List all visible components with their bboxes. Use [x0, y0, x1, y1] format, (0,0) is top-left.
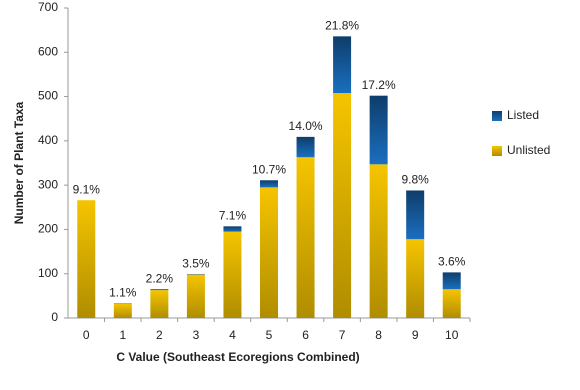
legend-label: Listed — [507, 108, 539, 122]
x-tick-label: 0 — [83, 328, 90, 342]
x-tick-label: 3 — [193, 328, 200, 342]
x-tick-label: 10 — [445, 328, 459, 342]
bar-segment — [406, 190, 425, 240]
bar-label: 21.8% — [325, 19, 359, 33]
bar-label: 1.1% — [109, 286, 137, 300]
bar-label: 14.0% — [289, 119, 323, 133]
y-tick-label: 300 — [38, 177, 58, 191]
bar-segment — [223, 231, 242, 318]
bar-segment — [406, 239, 425, 318]
bar-segment — [442, 289, 461, 318]
bar-label: 9.1% — [73, 182, 101, 196]
bar-segment — [260, 180, 278, 188]
bar-segment — [113, 303, 132, 318]
bar-segment — [260, 187, 278, 318]
x-axis-title: C Value (Southeast Ecoregions Combined) — [116, 350, 359, 364]
bar-segment — [150, 289, 169, 291]
y-tick-label: 0 — [51, 310, 58, 324]
bar-label: 2.2% — [146, 271, 174, 285]
y-tick-label: 400 — [38, 133, 58, 147]
bar-segment — [296, 157, 315, 318]
y-tick-label: 600 — [38, 44, 58, 58]
bar-segment — [150, 290, 169, 318]
bar-label: 10.7% — [252, 162, 286, 176]
y-axis-title: Number of Plant Taxa — [12, 101, 26, 224]
y-tick-label: 100 — [38, 266, 58, 280]
bar-segment — [333, 36, 352, 94]
legend-swatch — [492, 111, 502, 121]
bar-segment — [442, 272, 461, 290]
legend-swatch — [492, 146, 502, 156]
x-tick-label: 1 — [119, 328, 126, 342]
x-tick-label: 8 — [375, 328, 382, 342]
bar-segment — [333, 93, 352, 319]
x-tick-label: 2 — [156, 328, 163, 342]
y-tick-label: 200 — [38, 222, 58, 236]
bar-segment — [223, 226, 242, 232]
x-tick-label: 4 — [229, 328, 236, 342]
x-tick-label: 5 — [266, 328, 273, 342]
bar-label: 7.1% — [219, 209, 247, 223]
bar-segment — [369, 164, 388, 318]
x-tick-label: 6 — [302, 328, 309, 342]
x-tick-label: 9 — [412, 328, 419, 342]
bar-label: 17.2% — [362, 78, 396, 92]
bar-label: 9.8% — [402, 173, 430, 187]
bar-segment — [77, 200, 96, 318]
bar-segment — [369, 95, 388, 165]
bar-segment — [186, 274, 205, 318]
bar-label: 3.5% — [182, 256, 210, 270]
x-tick-label: 7 — [339, 328, 346, 342]
legend-label: Unlisted — [507, 143, 550, 157]
bar-segment — [296, 136, 315, 158]
y-tick-label: 500 — [38, 89, 58, 103]
y-tick-label: 700 — [38, 0, 58, 14]
bar-label: 3.6% — [438, 255, 466, 269]
